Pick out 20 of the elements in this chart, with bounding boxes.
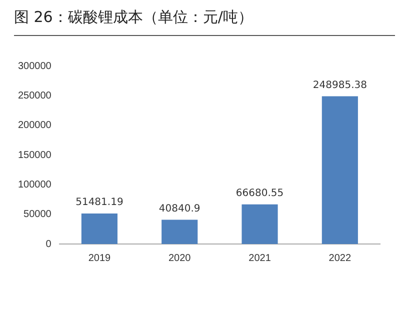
chart-title: 图 26：碳酸锂成本（单位：元/吨）: [14, 8, 395, 36]
x-tick-label: 2019: [88, 252, 112, 264]
y-tick-label: 100000: [18, 179, 52, 190]
x-tick-label: 2020: [168, 252, 192, 264]
bar: [81, 213, 118, 244]
data-label: 51481.19: [76, 197, 124, 208]
bar: [322, 96, 358, 244]
y-tick-label: 200000: [18, 120, 52, 132]
y-tick-label: 300000: [18, 60, 52, 72]
bar: [162, 220, 198, 244]
y-tick-label: 50000: [24, 209, 52, 220]
x-tick-label: 2022: [328, 252, 352, 264]
y-tick-label: 0: [46, 238, 52, 250]
data-label: 40840.9: [158, 203, 200, 214]
y-tick-label: 250000: [18, 90, 52, 102]
y-tick-label: 150000: [18, 150, 52, 161]
data-label: 248985.38: [312, 80, 367, 91]
x-tick-label: 2021: [248, 252, 272, 264]
bar: [242, 204, 278, 244]
data-label: 66680.55: [236, 188, 284, 200]
